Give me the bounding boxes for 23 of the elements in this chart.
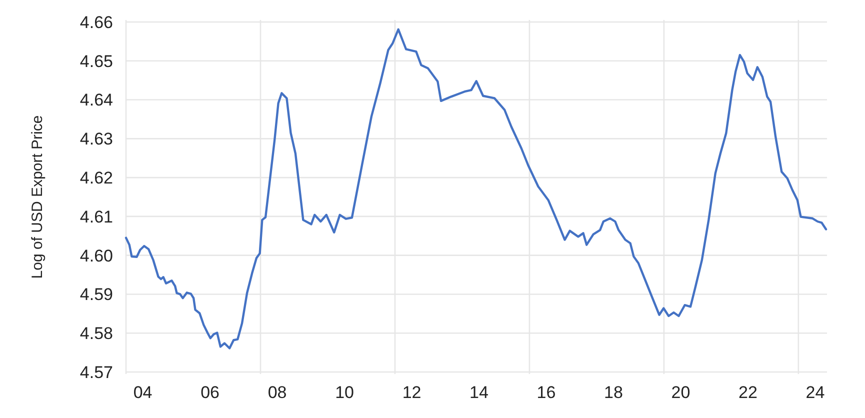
x-tick-label: 08 [268,383,287,402]
y-tick-label: 4.64 [80,90,113,110]
x-tick-label: 24 [806,383,825,402]
y-tick-label: 4.66 [80,12,113,32]
x-tick-label: 04 [133,383,152,402]
y-tick-label: 4.61 [80,207,113,226]
y-tick-label: 4.60 [80,246,113,266]
x-tick-label: 06 [200,383,220,402]
y-tick-label: 4.59 [80,285,113,304]
y-tick-label: 4.63 [80,130,113,149]
y-tick-label: 4.65 [80,52,113,71]
x-tick-label: 22 [738,383,758,402]
x-tick-label: 14 [470,383,488,402]
x-tick-label: 20 [671,383,690,402]
y-tick-label: 4.57 [80,362,113,382]
x-tick-label: 18 [604,383,623,402]
line-series [124,28,828,350]
x-tick-label: 12 [402,383,422,402]
x-tick-label: 16 [536,383,556,402]
y-axis-title: Log of USD Export Price [29,115,46,279]
y-tick-label: 4.58 [80,324,113,344]
x-tick-label: 10 [335,383,354,402]
y-tick-label: 4.62 [80,168,113,188]
